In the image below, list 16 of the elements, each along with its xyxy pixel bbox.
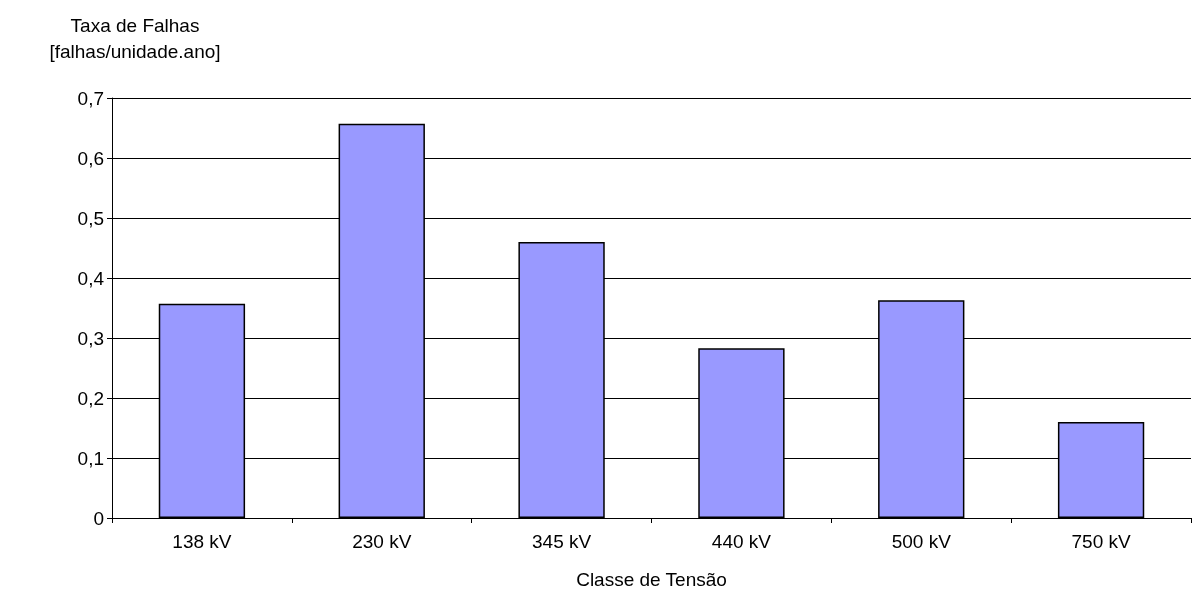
x-tick-label: 750 kV (1071, 531, 1131, 552)
y-tick-label: 0,3 (77, 327, 104, 349)
y-tick-label: 0,5 (77, 207, 104, 229)
x-tick-label: 138 kV (172, 531, 232, 552)
y-tick-label: 0,4 (77, 267, 105, 289)
x-tick-label: 440 kV (711, 531, 772, 552)
y-tick-label: 0,7 (77, 87, 104, 109)
y-axis-title: Taxa de Falhas [falhas/unidade.ano] (49, 14, 221, 62)
x-tick-label: 230 kV (352, 531, 412, 552)
x-tick-label: 500 kV (891, 531, 952, 552)
x-tick-label: 345 kV (532, 531, 592, 552)
y-tick-label: 0,6 (77, 147, 104, 169)
y-tick-label: 0 (93, 507, 104, 529)
x-axis-title: Classe de Tensão (576, 569, 727, 590)
y-tick-label: 0,2 (77, 387, 104, 409)
y-tick-label: 0,1 (77, 447, 104, 469)
